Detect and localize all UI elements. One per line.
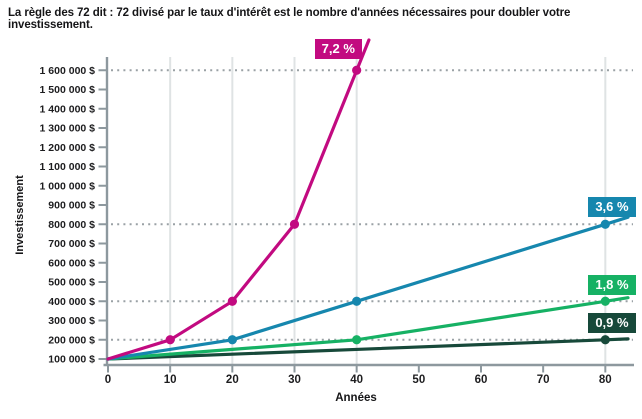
y-tick-label: 900 000 $ [48, 200, 95, 212]
y-tick-label: 100 000 $ [48, 354, 95, 366]
y-tick-label: 200 000 $ [48, 334, 95, 346]
y-tick-label: 1 500 000 $ [40, 84, 96, 96]
series-marker-3-6-pct [352, 296, 362, 306]
series-label-0-9-pct: 0,9 % [588, 312, 636, 333]
y-tick-label: 1 600 000 $ [40, 65, 96, 77]
series-marker-1-8-pct [352, 335, 362, 345]
y-tick-label: 1 000 000 $ [40, 180, 96, 192]
x-tick-label: 40 [350, 374, 363, 386]
x-tick-label: 10 [164, 374, 177, 386]
x-tick-label: 30 [288, 374, 301, 386]
series-line-0-9-pct [106, 337, 630, 361]
series-marker-7-2-pct [352, 65, 362, 75]
series-line-1-8-pct [106, 296, 630, 361]
x-tick-label: 60 [475, 374, 488, 386]
chart-title: La règle des 72 dit : 72 divisé par le t… [8, 7, 571, 31]
y-tick-label: 1 300 000 $ [40, 123, 96, 135]
series-label-7-2-pct: 7,2 % [314, 39, 362, 60]
series-label-3-6-pct: 3,6 % [588, 197, 636, 218]
series-marker-0-9-pct [600, 335, 610, 345]
series-label-1-8-pct: 1,8 % [588, 275, 636, 296]
y-tick-label: 600 000 $ [48, 257, 95, 269]
series-marker-7-2-pct [165, 335, 175, 345]
y-tick-label: 500 000 $ [48, 277, 95, 289]
x-tick-label: 70 [537, 374, 550, 386]
series-marker-1-8-pct [600, 296, 610, 306]
series-marker-7-2-pct [227, 296, 237, 306]
y-tick-label: 700 000 $ [48, 238, 95, 250]
series-marker-7-2-pct [289, 219, 300, 229]
x-tick-label: 0 [105, 374, 111, 386]
x-tick-label: 80 [599, 374, 612, 386]
x-tick-label: 20 [226, 374, 239, 386]
y-tick-label: 400 000 $ [48, 296, 95, 308]
y-tick-label: 1 200 000 $ [40, 142, 96, 154]
x-tick-label: 50 [412, 374, 425, 386]
y-tick-label: 800 000 $ [48, 219, 95, 231]
y-tick-label: 300 000 $ [48, 315, 95, 327]
y-tick-label: 1 400 000 $ [40, 103, 96, 115]
series-marker-3-6-pct [600, 219, 610, 229]
x-axis-title: Années [335, 392, 377, 404]
y-tick-label: 1 100 000 $ [40, 161, 96, 173]
series-line-7-2-pct [106, 38, 371, 361]
series-marker-3-6-pct [227, 335, 237, 345]
